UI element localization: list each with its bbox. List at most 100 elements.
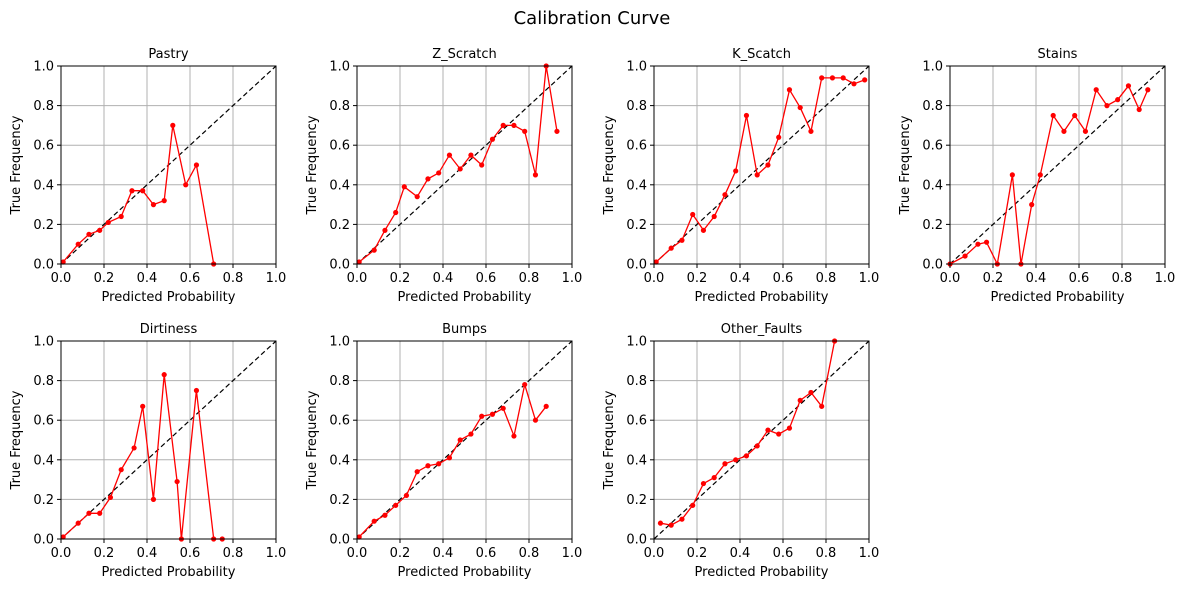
data-point	[86, 510, 92, 516]
x-tick-label: 0.2	[390, 271, 411, 286]
data-point	[414, 469, 420, 475]
y-tick-label: 0.8	[33, 374, 54, 389]
data-point	[765, 162, 771, 168]
x-tick-label: 0.4	[137, 271, 158, 286]
y-tick-label: 0.2	[33, 493, 54, 508]
data-point	[131, 445, 137, 451]
data-point	[975, 241, 981, 247]
data-point	[457, 166, 463, 172]
data-point	[786, 87, 793, 93]
data-point	[118, 213, 124, 220]
data-point	[193, 387, 200, 394]
data-point	[1115, 97, 1121, 103]
y-tick-label: 0.4	[33, 453, 54, 468]
data-point	[829, 75, 836, 81]
data-point	[174, 478, 180, 485]
y-tick-label: 1.0	[33, 335, 54, 350]
data-point	[118, 467, 124, 473]
data-point	[371, 247, 377, 253]
y-tick-label: 0.6	[33, 414, 54, 429]
y-axis-label: True Frequency	[602, 115, 617, 215]
x-tick-label: 0.6	[476, 546, 497, 561]
reference-diagonal	[356, 340, 573, 540]
x-tick-label: 0.0	[51, 546, 72, 561]
y-tick-label: 1.0	[33, 60, 54, 75]
x-axis-label: Predicted Probability	[695, 290, 829, 305]
data-point	[1136, 106, 1142, 113]
y-tick-label: 0.8	[329, 374, 350, 389]
x-axis-label: Predicted Probability	[398, 290, 532, 305]
y-tick-label: 0.6	[329, 139, 350, 154]
y-tick-label: 0.2	[329, 218, 350, 233]
data-point	[554, 128, 560, 134]
x-axis-label: Predicted Probability	[991, 290, 1125, 305]
data-point	[722, 461, 728, 467]
y-tick-label: 0.0	[329, 258, 350, 273]
data-point	[97, 510, 103, 516]
data-point	[511, 433, 517, 439]
data-point	[489, 136, 496, 142]
y-tick-label: 0.2	[626, 218, 647, 233]
subplot-title: Stains	[1038, 47, 1078, 62]
x-tick-label: 1.0	[859, 546, 880, 561]
data-point	[1093, 87, 1099, 93]
data-point	[776, 431, 782, 437]
data-point	[679, 516, 685, 522]
y-tick-label: 0.6	[33, 139, 54, 154]
data-point	[700, 227, 707, 233]
data-point	[690, 502, 696, 508]
data-point	[543, 403, 549, 409]
data-point	[75, 241, 81, 247]
y-tick-label: 0.4	[626, 178, 647, 193]
x-tick-label: 0.4	[433, 546, 454, 561]
x-axis-label: Predicted Probability	[102, 565, 236, 580]
subplot-pastry: 0.0 0.2 0.4 0.6 0.8 1.0 0.0 0.2 0.4 0.6 0.8 1.0 Past…	[9, 47, 286, 305]
y-axis-label: True Frequency	[9, 115, 24, 215]
x-axis-label: Predicted Probability	[695, 565, 829, 580]
x-tick-label: 0.8	[519, 546, 540, 561]
subplot-grid: 0.0 0.2 0.4 0.6 0.8 1.0 0.0 0.2 0.4 0.6 0.8 1.0 Past…	[9, 47, 1175, 580]
subplot-title: K_Scatch	[732, 47, 791, 62]
data-point	[1037, 172, 1043, 178]
y-axis-label: True Frequency	[898, 115, 913, 215]
data-point	[414, 194, 420, 200]
data-point	[511, 122, 517, 128]
x-tick-label: 0.2	[94, 271, 115, 286]
data-point	[743, 453, 750, 459]
y-axis-label: True Frequency	[305, 390, 320, 490]
subplot-title: Pastry	[148, 47, 188, 62]
data-point	[161, 372, 167, 378]
data-point	[522, 128, 528, 134]
data-point	[711, 475, 717, 481]
data-point	[140, 403, 146, 409]
subplot-bumps: 0.0 0.2 0.4 0.6 0.8 1.0 0.0 0.2 0.4 0.6 0.8 1.0 Bump…	[305, 322, 582, 580]
data-point	[1125, 83, 1132, 89]
data-point	[765, 427, 771, 433]
data-point	[150, 496, 157, 502]
data-point	[522, 381, 528, 388]
data-point	[401, 184, 407, 190]
x-axis-label: Predicted Probability	[102, 290, 236, 305]
data-point	[60, 534, 66, 540]
data-point	[1009, 172, 1015, 178]
data-point	[107, 494, 114, 501]
subplot-stains: 0.0 0.2 0.4 0.6 0.8 1.0 0.0 0.2 0.4 0.6 0.8 1.0 Stai…	[898, 47, 1175, 305]
y-tick-label: 0.4	[922, 178, 943, 193]
data-point	[356, 534, 362, 540]
data-point	[862, 77, 868, 83]
data-point	[962, 253, 968, 259]
data-point	[193, 162, 200, 168]
reference-diagonal	[653, 65, 870, 265]
y-tick-label: 0.8	[329, 99, 350, 114]
data-point	[733, 457, 739, 463]
y-tick-label: 0.2	[626, 493, 647, 508]
data-point	[1082, 128, 1089, 134]
reference-diagonal	[60, 340, 277, 540]
y-tick-label: 0.8	[626, 99, 647, 114]
y-tick-label: 1.0	[329, 60, 350, 75]
axes-frame	[356, 340, 573, 540]
y-axis-label: True Frequency	[9, 390, 24, 490]
data-point	[97, 227, 103, 233]
data-point	[468, 431, 474, 437]
